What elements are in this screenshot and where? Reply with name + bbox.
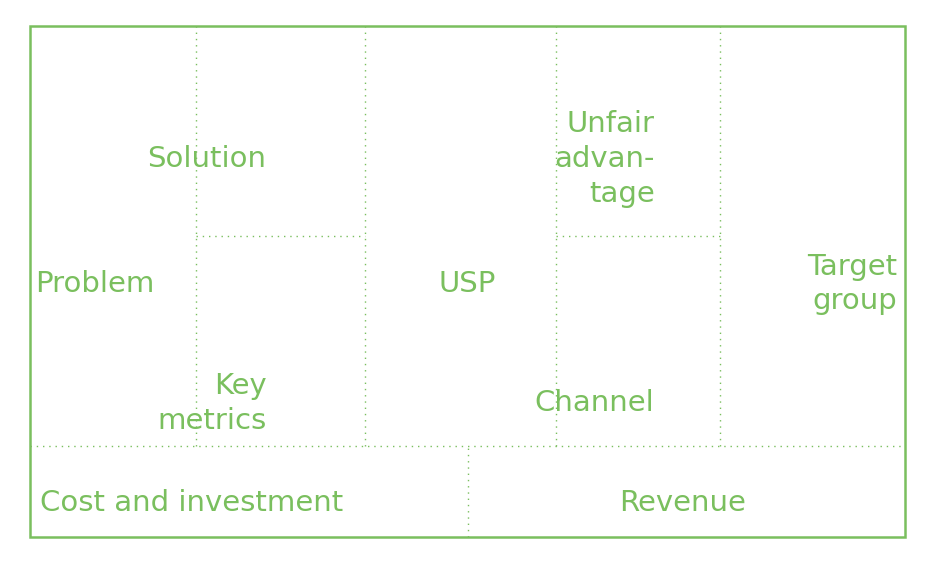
Text: Solution: Solution xyxy=(148,145,266,173)
Text: Cost and investment: Cost and investment xyxy=(40,488,343,517)
Text: Unfair
advan-
tage: Unfair advan- tage xyxy=(554,110,654,208)
Text: Problem: Problem xyxy=(36,270,155,298)
Text: Key
metrics: Key metrics xyxy=(157,372,266,435)
Text: Target
group: Target group xyxy=(808,253,898,315)
Text: Channel: Channel xyxy=(535,389,654,417)
Text: Revenue: Revenue xyxy=(619,488,746,517)
Text: USP: USP xyxy=(439,270,496,298)
